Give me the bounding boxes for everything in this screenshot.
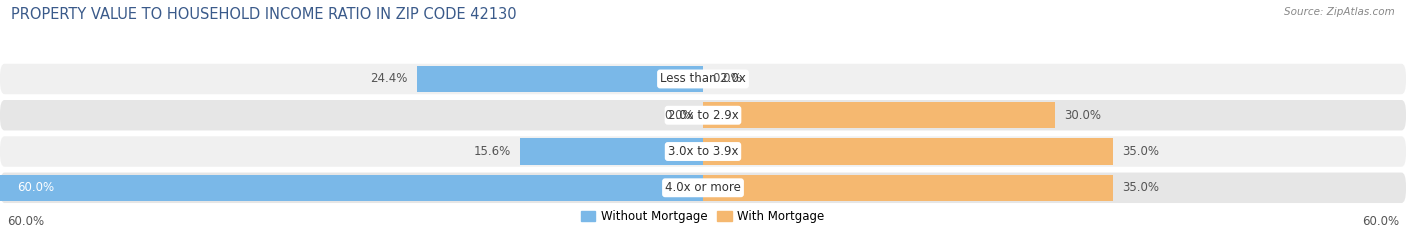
- FancyBboxPatch shape: [0, 136, 1406, 167]
- Bar: [703, 139, 1114, 165]
- Text: 3.0x to 3.9x: 3.0x to 3.9x: [668, 145, 738, 158]
- Text: 60.0%: 60.0%: [7, 215, 44, 228]
- Text: 15.6%: 15.6%: [474, 145, 510, 158]
- Bar: [703, 102, 1054, 128]
- Bar: [520, 139, 703, 165]
- Text: 4.0x or more: 4.0x or more: [665, 181, 741, 194]
- Text: 30.0%: 30.0%: [1064, 109, 1101, 122]
- Bar: [0, 175, 703, 201]
- Bar: [418, 66, 703, 92]
- Legend: Without Mortgage, With Mortgage: Without Mortgage, With Mortgage: [576, 206, 830, 228]
- Text: 60.0%: 60.0%: [1362, 215, 1399, 228]
- Bar: [703, 175, 1114, 201]
- Text: 24.4%: 24.4%: [370, 73, 408, 85]
- Text: 35.0%: 35.0%: [1122, 145, 1160, 158]
- Text: 0.0%: 0.0%: [664, 109, 693, 122]
- Text: 2.0x to 2.9x: 2.0x to 2.9x: [668, 109, 738, 122]
- Text: Less than 2.0x: Less than 2.0x: [659, 73, 747, 85]
- FancyBboxPatch shape: [0, 100, 1406, 131]
- Text: 60.0%: 60.0%: [18, 181, 55, 194]
- Text: 35.0%: 35.0%: [1122, 181, 1160, 194]
- Text: 0.0%: 0.0%: [713, 73, 742, 85]
- Text: Source: ZipAtlas.com: Source: ZipAtlas.com: [1284, 7, 1395, 17]
- FancyBboxPatch shape: [0, 64, 1406, 94]
- FancyBboxPatch shape: [0, 172, 1406, 203]
- Text: PROPERTY VALUE TO HOUSEHOLD INCOME RATIO IN ZIP CODE 42130: PROPERTY VALUE TO HOUSEHOLD INCOME RATIO…: [11, 7, 517, 22]
